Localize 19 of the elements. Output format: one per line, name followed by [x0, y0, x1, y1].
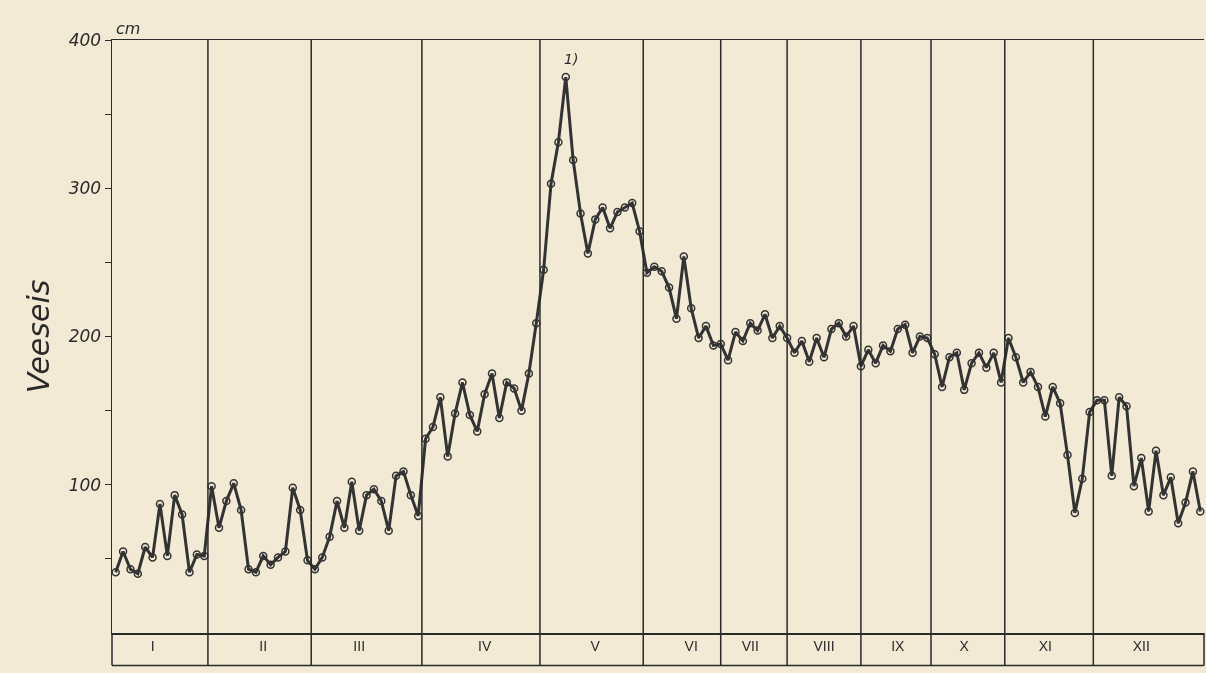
y-axis-title: Veeseis	[20, 279, 56, 394]
x-tick-label: VII	[741, 638, 759, 655]
text: cm	[116, 19, 141, 38]
x-tick-label: X	[959, 638, 970, 655]
x-tick-label: II	[259, 638, 268, 655]
y-tick-label: 200	[68, 326, 102, 347]
x-tick-label: IX	[891, 638, 906, 655]
annotation: 1)	[564, 51, 579, 67]
x-tick-label: VI	[684, 638, 698, 655]
x-tick-label: III	[353, 638, 366, 655]
y-tick-label: 400	[68, 29, 102, 50]
x-tick-label: IV	[477, 638, 492, 655]
y-tick-label: 100	[68, 474, 102, 495]
x-tick-label: I	[150, 638, 155, 655]
x-tick-label: XII	[1132, 638, 1150, 655]
x-tick-label: XI	[1038, 638, 1052, 655]
y-tick-label: 300	[68, 178, 102, 199]
x-tick-label: V	[590, 638, 601, 655]
x-tick-label: VIII	[813, 638, 835, 655]
